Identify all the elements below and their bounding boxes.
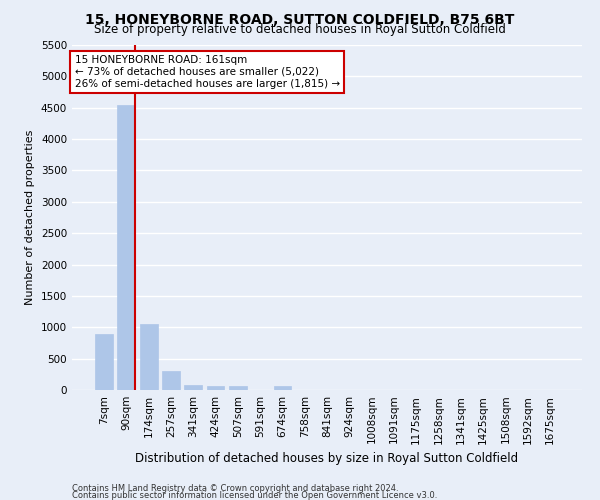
Bar — [118, 104, 136, 390]
X-axis label: Distribution of detached houses by size in Royal Sutton Coldfield: Distribution of detached houses by size … — [136, 452, 518, 465]
Text: 15 HONEYBORNE ROAD: 161sqm
← 73% of detached houses are smaller (5,022)
26% of s: 15 HONEYBORNE ROAD: 161sqm ← 73% of deta… — [74, 56, 340, 88]
Bar — [206, 386, 224, 390]
Bar — [140, 324, 158, 390]
Text: Size of property relative to detached houses in Royal Sutton Coldfield: Size of property relative to detached ho… — [94, 22, 506, 36]
Bar — [229, 386, 247, 390]
Bar — [162, 371, 180, 390]
Text: 15, HONEYBORNE ROAD, SUTTON COLDFIELD, B75 6BT: 15, HONEYBORNE ROAD, SUTTON COLDFIELD, B… — [85, 12, 515, 26]
Bar — [184, 385, 202, 390]
Text: Contains HM Land Registry data © Crown copyright and database right 2024.: Contains HM Land Registry data © Crown c… — [72, 484, 398, 493]
Y-axis label: Number of detached properties: Number of detached properties — [25, 130, 35, 305]
Bar — [274, 386, 292, 390]
Bar — [95, 334, 113, 390]
Text: Contains public sector information licensed under the Open Government Licence v3: Contains public sector information licen… — [72, 491, 437, 500]
